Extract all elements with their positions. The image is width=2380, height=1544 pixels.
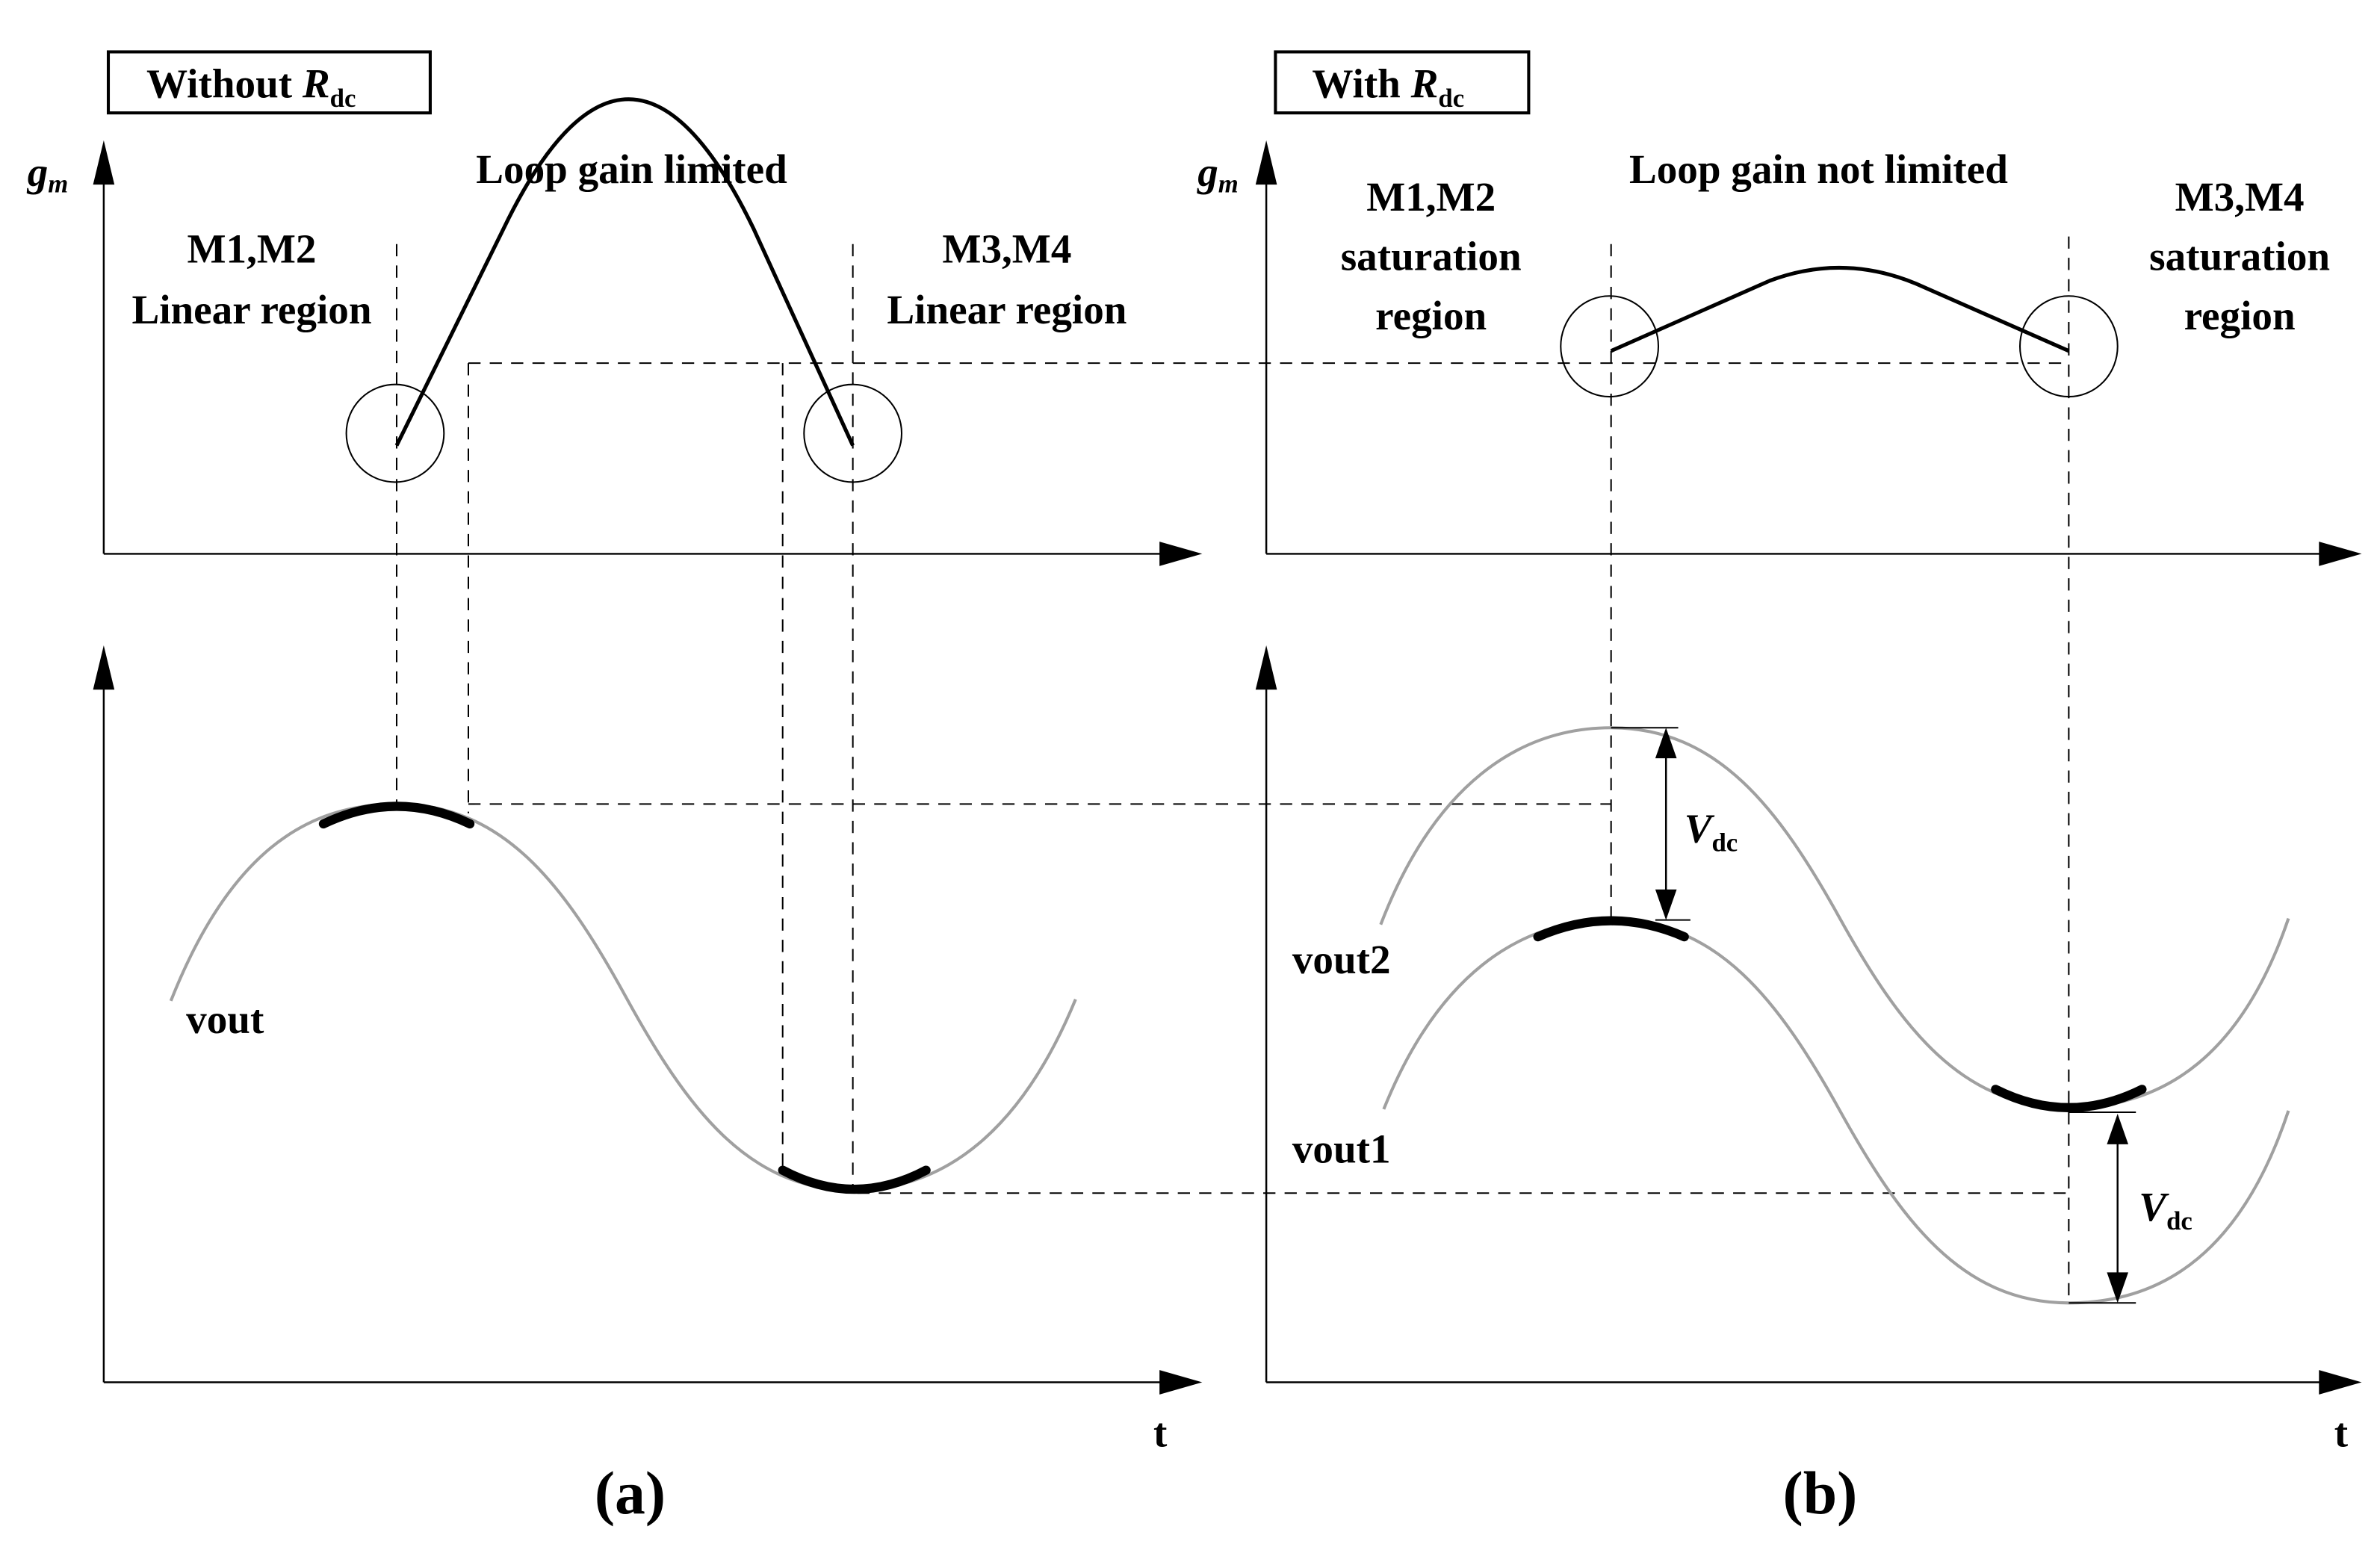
- panel-a-gm-y-arrow-icon: [93, 140, 115, 185]
- panel-b-title-box-label: With Rdc: [1312, 61, 1464, 113]
- panel-b-vout1-label: vout1: [1292, 1126, 1391, 1171]
- panel-a-gm-curve: [394, 97, 855, 447]
- panel-b-right-region-line2: saturation: [2149, 234, 2330, 279]
- arrow-down-icon: [1655, 889, 1677, 920]
- panel-a-left-region-line1: M1,M2: [188, 226, 317, 271]
- panel-b-right-region-line1: M3,M4: [2175, 174, 2305, 220]
- panel-b-vdc-dimension-bottom: [2068, 1111, 2136, 1304]
- panel-b-vout-x-arrow-icon: [2319, 1370, 2362, 1395]
- panel-a-circle-left: [345, 383, 445, 483]
- panel-a-gm-axis-label: gm: [26, 149, 69, 198]
- panel-b-vout1-waveform: [1382, 918, 2290, 1305]
- panel-b-left-region-line3: region: [1375, 293, 1487, 338]
- panel-a-title-box-label: Without Rdc: [146, 61, 356, 113]
- panel-a-heading: Loop gain limited: [476, 146, 787, 192]
- panel-b-left-region-line2: saturation: [1341, 234, 1522, 279]
- panel-b-gm-curve: [1610, 265, 2070, 353]
- panel-b: With Rdc gm Loop gain not limited M1,M2 …: [1196, 50, 2362, 1527]
- panel-a-title-box: [106, 50, 432, 115]
- panel-b-caption: (b): [1783, 1459, 1858, 1527]
- panel-a-left-region-line2: Linear region: [131, 287, 371, 332]
- panel-a-caption: (a): [595, 1459, 666, 1527]
- panel-b-vdc-label-top: Vdc: [1685, 805, 1738, 857]
- panel-b-trough-highlight: [1991, 1085, 2147, 1112]
- panel-a-trough-highlight: [778, 1165, 931, 1194]
- panel-b-vdc-dimension-top: [1611, 727, 1691, 921]
- panel-a-t-label: t: [1153, 1410, 1168, 1455]
- panel-b-guides: [1610, 236, 2070, 1303]
- panel-b-title-box: [1274, 50, 1531, 115]
- panel-b-gm-x-arrow-icon: [2319, 542, 2362, 566]
- panel-b-vout2-waveform: [1379, 726, 2290, 1109]
- panel-a-vout-x-arrow-icon: [1159, 1370, 1203, 1395]
- panel-b-gm-y-arrow-icon: [1255, 140, 1277, 185]
- panel-a-vout-label: vout: [186, 996, 264, 1042]
- panel-b-heading: Loop gain not limited: [1629, 146, 2008, 192]
- panel-b-vout2-label: vout2: [1292, 937, 1391, 982]
- panel-a: Without Rdc gm Loop gain limited M1,M2 L…: [26, 50, 2069, 1527]
- panel-b-gm-axis-label: gm: [1196, 149, 1239, 198]
- panel-a-guides: [395, 244, 2069, 1194]
- panel-a-vout-y-arrow-icon: [93, 645, 115, 690]
- arrow-down-icon: [2107, 1272, 2129, 1303]
- panel-a-gm-x-arrow-icon: [1159, 542, 1203, 566]
- panel-a-vout-waveform: [169, 802, 1077, 1192]
- panel-b-vout-y-arrow-icon: [1255, 645, 1277, 690]
- panel-a-right-region-line2: Linear region: [887, 287, 1127, 332]
- arrow-up-icon: [1655, 728, 1677, 759]
- panel-a-peak-highlight: [318, 802, 475, 829]
- panel-a-right-region-line1: M3,M4: [942, 226, 1071, 271]
- panel-b-circle-left: [1560, 295, 1660, 398]
- panel-b-t-label: t: [2334, 1410, 2349, 1455]
- panel-b-right-region-line3: region: [2184, 293, 2296, 338]
- panel-b-peak-highlight: [1533, 916, 1689, 942]
- panel-b-vdc-label-bottom: Vdc: [2139, 1184, 2192, 1235]
- panel-b-left-region-line1: M1,M2: [1366, 174, 1496, 220]
- arrow-up-icon: [2107, 1114, 2129, 1144]
